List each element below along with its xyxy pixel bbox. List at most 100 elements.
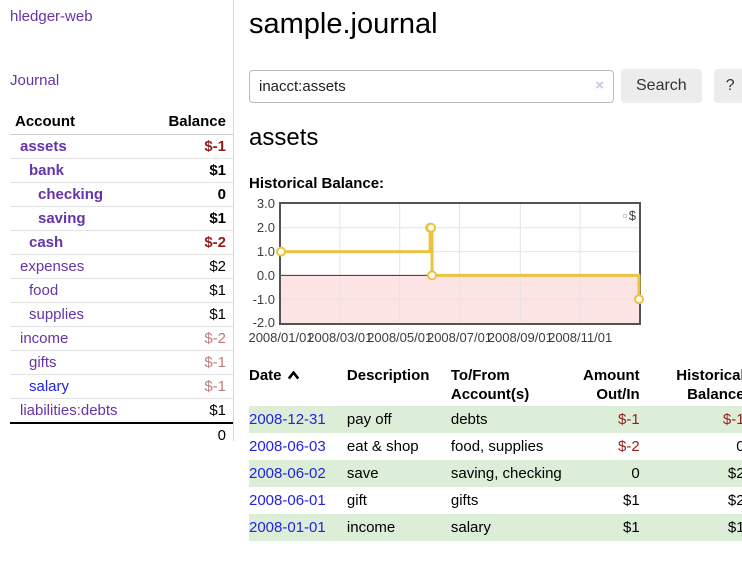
- chart-label: Historical Balance:: [249, 175, 385, 193]
- transaction-accounts: debts: [450, 411, 488, 429]
- search-button[interactable]: Search: [621, 69, 702, 104]
- main-content: sample.journal × Search ? assets Histori…: [234, 0, 742, 582]
- account-balance: $-2: [145, 230, 233, 255]
- account-row: supplies $1: [10, 302, 233, 327]
- transaction-date-link[interactable]: 2008-12-31: [249, 411, 326, 429]
- account-link[interactable]: food: [29, 282, 59, 299]
- app-title-link[interactable]: hledger-web: [10, 8, 93, 25]
- sidebar-item-journal[interactable]: Journal: [10, 72, 60, 89]
- column-header-date[interactable]: Date: [249, 364, 347, 406]
- x-axis-tick-label: 2008/09/01: [487, 330, 553, 346]
- account-balance: $-1: [204, 138, 226, 155]
- account-row: liabilities:debts $1: [10, 398, 233, 423]
- transaction-date-link[interactable]: 2008-06-01: [249, 492, 326, 510]
- transaction-balance: $2: [727, 465, 742, 483]
- transaction-description: eat & shop: [346, 438, 419, 456]
- chart-legend: $: [622, 208, 636, 224]
- transaction-date-link[interactable]: 2008-06-02: [249, 465, 326, 483]
- accounts-header-balance: Balance: [145, 110, 233, 135]
- transaction-description: pay off: [346, 411, 392, 429]
- transaction-balance: 0: [736, 438, 742, 456]
- account-row: checking 0: [10, 182, 233, 207]
- accounts-rows: assets $-1 bank $1 checking 0 saving $1 cash $-2 e…: [10, 135, 233, 423]
- account-link[interactable]: income: [20, 330, 69, 347]
- account-link[interactable]: expenses: [20, 258, 85, 275]
- search-form: × Search ?: [249, 69, 742, 104]
- account-link[interactable]: assets: [20, 138, 67, 155]
- register-table: Date Description To/From Account(s) Amou…: [249, 364, 742, 542]
- column-header-description[interactable]: Description: [346, 367, 430, 385]
- balance-chart-plot: $: [276, 202, 644, 326]
- register-rows: 2008-12-31 pay off debts $-1 $-1 2008-06-03 ea…: [249, 406, 742, 542]
- x-axis-tick-label: 2008/03/01: [307, 330, 373, 346]
- transaction-description: save: [346, 465, 379, 483]
- sort-ascending-icon: [287, 366, 300, 385]
- accounts-table: Account Balance assets $-1 bank $1 checking 0…: [10, 110, 233, 447]
- account-balance: $1: [145, 398, 233, 423]
- transaction-balance: $-1: [722, 411, 742, 429]
- account-link[interactable]: bank: [29, 162, 65, 179]
- transaction-amount: $1: [622, 492, 640, 510]
- transaction-accounts: food, supplies: [450, 438, 544, 456]
- y-axis-tick-label: 1.0: [256, 243, 275, 259]
- accounts-total-row: 0: [10, 422, 233, 447]
- account-row: expenses $2: [10, 254, 233, 279]
- transaction-date-link[interactable]: 2008-06-03: [249, 438, 326, 456]
- account-link[interactable]: salary: [29, 378, 70, 395]
- help-button[interactable]: ?: [713, 69, 742, 104]
- register-header-row: Date Description To/From Account(s) Amou…: [249, 364, 742, 406]
- search-input[interactable]: [249, 69, 614, 103]
- transaction-balance: $1: [727, 519, 742, 537]
- y-axis-tick-label: 3.0: [256, 196, 275, 212]
- account-balance: $2: [145, 254, 233, 279]
- account-balance: $-2: [145, 326, 233, 351]
- transaction-balance: $2: [727, 492, 742, 510]
- account-row: saving $1: [10, 206, 233, 231]
- account-link[interactable]: checking: [38, 186, 104, 203]
- transaction-accounts: salary: [450, 519, 491, 537]
- account-balance: $1: [145, 206, 233, 231]
- account-row: food $1: [10, 278, 233, 303]
- sidebar: hledger-web Journal Account Balance asse…: [0, 0, 234, 447]
- transaction-amount: $-1: [617, 411, 640, 429]
- transaction-amount: $-2: [617, 438, 640, 456]
- column-header-amount[interactable]: Amount Out/In: [583, 367, 640, 404]
- balance-chart-svg: [276, 204, 644, 324]
- account-balance: 0: [145, 182, 233, 207]
- clear-search-icon[interactable]: ×: [595, 76, 604, 94]
- legend-swatch-box: [622, 213, 627, 218]
- transaction-accounts: saving, checking: [450, 465, 562, 483]
- transaction-description: gift: [346, 492, 367, 510]
- y-axis-tick-label: -1.0: [252, 291, 275, 307]
- account-link[interactable]: liabilities:debts: [20, 402, 118, 419]
- column-header-accounts[interactable]: To/From Account(s): [450, 367, 530, 404]
- account-heading: assets: [249, 124, 319, 152]
- y-axis-tick-label: 2.0: [256, 220, 275, 236]
- x-axis-tick-label: 2008/11/01: [548, 330, 613, 346]
- register-row: 2008-06-02 save saving, checking 0 $2: [249, 460, 742, 488]
- account-link[interactable]: gifts: [29, 354, 57, 371]
- register-row: 2008-06-01 gift gifts $1 $2: [249, 487, 742, 514]
- register-row: 2008-06-03 eat & shop food, supplies $-2 0: [249, 433, 742, 460]
- account-link[interactable]: supplies: [29, 306, 85, 323]
- account-row: assets $-1: [10, 135, 233, 159]
- y-axis-tick-label: -2.0: [252, 315, 275, 331]
- x-axis-tick-label: 2008/07/01: [426, 330, 493, 346]
- legend-label: $: [628, 208, 636, 224]
- column-header-balance[interactable]: Historical Balance: [676, 367, 742, 404]
- account-link[interactable]: cash: [29, 234, 64, 251]
- transaction-description: income: [346, 519, 396, 537]
- account-balance: $1: [145, 158, 233, 183]
- y-axis-tick-label: 0.0: [256, 267, 275, 283]
- account-link[interactable]: saving: [38, 210, 86, 227]
- account-balance: $1: [145, 278, 233, 303]
- transaction-date-link[interactable]: 2008-01-01: [249, 519, 326, 537]
- transaction-amount: $1: [622, 519, 640, 537]
- account-row: gifts $-1: [10, 350, 233, 375]
- account-balance: $1: [145, 302, 233, 327]
- account-row: salary $-1: [10, 374, 233, 399]
- account-balance: $-1: [145, 374, 233, 399]
- account-row: bank $1: [10, 158, 233, 183]
- accounts-total-value: 0: [145, 422, 233, 447]
